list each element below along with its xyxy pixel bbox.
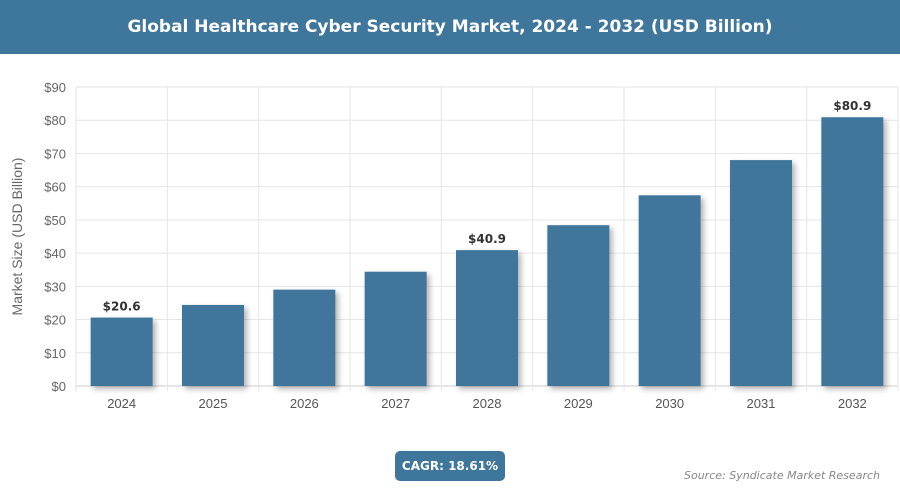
bar-2028 [456,250,518,386]
y-tick-label: $80 [44,113,66,128]
bar-2025 [182,304,244,386]
y-tick-label: $20 [44,313,66,328]
bar-chart: $0 $10 $20 $30 $40 $50 $60 $70 $80 $90 Market Size… [9,80,899,411]
x-tick-label: 2027 [381,396,410,411]
x-tick-label: 2029 [564,396,593,411]
bar-2032 [821,117,884,386]
bar-2031 [730,160,792,386]
y-tick-label: $0 [52,379,66,394]
chart-title: Global Healthcare Cyber Security Market,… [0,0,900,54]
bar-2026 [273,289,336,386]
y-tick-label: $70 [44,146,66,161]
bar-2027 [364,271,427,386]
y-tick-label: $10 [44,346,66,361]
x-tick-label: 2031 [747,396,776,411]
bar-2024 [90,317,153,386]
y-tick-label: $90 [44,80,66,95]
data-label: $20.6 [103,300,141,314]
x-tick-label: 2030 [655,396,684,411]
x-tick-label: 2024 [107,396,136,411]
x-tick-label: 2032 [838,396,867,411]
x-tick-label: 2025 [199,396,228,411]
y-tick-label: $40 [44,246,66,261]
data-label: $40.9 [468,232,506,246]
x-tick-label: 2028 [473,396,502,411]
y-tick-label: $60 [44,180,66,195]
y-tick-label: $30 [44,279,66,294]
y-tick-label: $50 [44,213,66,228]
source-note: Source: Syndicate Market Research [684,469,880,482]
x-tick-label: 2026 [290,396,319,411]
bar-2029 [547,225,610,386]
bar-2030 [638,195,701,386]
cagr-badge: CAGR: 18.61% [395,451,505,481]
y-axis-label: Market Size (USD Billion) [9,158,25,316]
data-label: $80.9 [833,99,871,113]
